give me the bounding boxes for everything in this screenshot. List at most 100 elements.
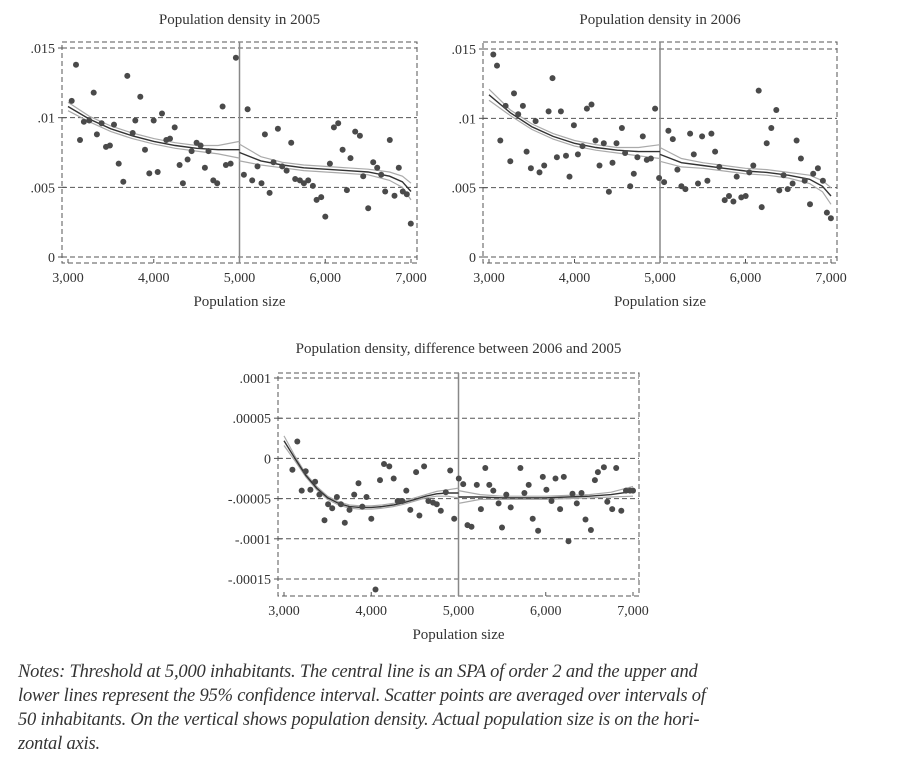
scatter-point	[312, 478, 319, 485]
scatter-point	[86, 117, 93, 124]
scatter-point	[288, 139, 295, 146]
y-tick-label: .00005	[233, 412, 272, 427]
scatter-point	[395, 164, 402, 171]
scatter-point	[511, 90, 517, 97]
notes-line: 50 inhabitants. On the vertical shows po…	[18, 710, 700, 730]
scatter-point	[137, 93, 144, 100]
scatter-point	[460, 481, 467, 488]
scatter-point	[560, 473, 567, 480]
scatter-point	[535, 527, 542, 534]
scatter-point	[609, 506, 616, 513]
scatter-point	[341, 519, 348, 526]
scatter-point	[363, 494, 370, 500]
scatter-point	[495, 500, 502, 507]
scatter-point	[494, 62, 500, 69]
x-tick-label: 6,000	[530, 604, 562, 619]
scatter-point	[482, 465, 489, 471]
scatter-point	[507, 158, 514, 165]
scatter-point	[583, 105, 590, 112]
scatter-point	[339, 146, 346, 153]
scatter-point	[596, 162, 603, 169]
ci-lower-left	[283, 445, 459, 510]
ci-lower-left	[488, 99, 661, 160]
scatter-point	[527, 165, 534, 172]
scatter-point	[115, 160, 122, 167]
scatter-point	[365, 205, 372, 212]
scatter-point	[232, 54, 239, 61]
x-axis-label: Population size	[614, 294, 706, 310]
scatter-point	[407, 506, 414, 513]
scatter-point	[129, 130, 136, 136]
scatter-point	[98, 120, 105, 127]
scatter-point	[184, 156, 191, 163]
ci-lower-right	[659, 160, 832, 205]
scatter-point	[609, 159, 616, 166]
chart-title: Population density, difference between 2…	[296, 341, 622, 357]
scatter-point	[249, 177, 256, 184]
scatter-point	[222, 162, 229, 168]
ci-upper-right	[458, 485, 634, 497]
scatter-point	[592, 137, 599, 144]
y-tick-label: .015	[31, 42, 56, 57]
scatter-point	[536, 169, 543, 176]
scatter-point	[298, 487, 305, 494]
scatter-point	[159, 110, 165, 117]
x-tick-label: 3,000	[52, 271, 84, 286]
x-tick-label: 5,000	[443, 604, 475, 619]
scatter-point	[730, 198, 737, 205]
notes-line: Notes: Threshold at 5,000 inhabitants. T…	[18, 662, 698, 682]
scatter-point	[321, 517, 328, 524]
x-tick-label: 6,000	[310, 271, 342, 286]
scatter-point	[827, 215, 834, 222]
scatter-point	[532, 118, 539, 125]
scatter-point	[588, 101, 595, 108]
scatter-point	[647, 155, 654, 162]
fit-line-left	[67, 105, 240, 151]
scatter-point	[356, 132, 363, 139]
x-tick-label: 5,000	[224, 271, 256, 286]
scatter-point	[167, 135, 173, 142]
scatter-point	[543, 486, 550, 493]
scatter-point	[523, 148, 530, 155]
fit-line-left	[488, 94, 660, 153]
scatter-point	[80, 118, 87, 125]
scatter-point	[486, 481, 493, 488]
scatter-point	[553, 154, 560, 161]
scatter-point	[814, 165, 821, 172]
scatter-point	[346, 506, 353, 513]
y-tick-label: -.0001	[235, 533, 271, 548]
scatter-point	[823, 209, 830, 216]
scatter-point	[570, 122, 577, 129]
scatter-point	[661, 179, 668, 186]
scatter-point	[73, 61, 79, 68]
scatter-point	[525, 481, 532, 488]
scatter-point	[355, 480, 362, 487]
scatter-point	[503, 491, 510, 498]
y-tick-label: 0	[48, 251, 55, 266]
scatter-point	[622, 150, 629, 156]
scatter-point	[124, 72, 131, 79]
scatter-point	[708, 130, 715, 137]
x-tick-label: 6,000	[730, 271, 762, 286]
scatter-point	[797, 155, 804, 162]
scatter-point	[347, 155, 354, 162]
scatter-point	[665, 127, 672, 134]
scatter-point	[77, 137, 83, 143]
scatter-point	[442, 489, 449, 496]
scatter-point	[594, 469, 601, 476]
scatter-point	[374, 164, 381, 171]
y-tick-label: .005	[31, 181, 56, 196]
scatter-point	[359, 503, 366, 510]
scatter-point	[574, 151, 581, 158]
scatter-point	[763, 140, 770, 147]
scatter-point	[639, 133, 646, 140]
scatter-point	[613, 465, 620, 471]
scatter-point	[300, 180, 307, 187]
scatter-point	[704, 177, 711, 184]
scatter-point	[776, 187, 783, 194]
y-tick-label: 0	[469, 251, 476, 266]
scatter-point	[627, 183, 634, 190]
scatter-point	[656, 175, 663, 181]
scatter-point	[68, 97, 75, 104]
fit-line-right	[458, 490, 634, 499]
